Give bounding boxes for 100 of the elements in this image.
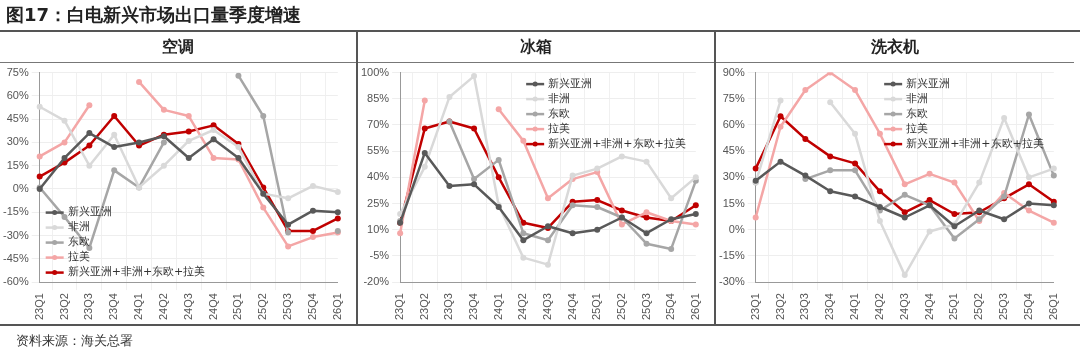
point xyxy=(334,209,341,216)
x-tick-label: 25Q4 xyxy=(664,293,677,321)
point xyxy=(1025,200,1032,207)
point xyxy=(260,204,267,211)
point xyxy=(309,207,316,214)
point xyxy=(976,179,983,186)
point xyxy=(852,167,859,174)
y-tick-label: 60% xyxy=(722,118,745,130)
x-tick-label: 25Q3 xyxy=(997,293,1010,321)
legend-label: 非洲 xyxy=(548,91,571,105)
point xyxy=(802,87,809,94)
point xyxy=(618,221,625,228)
point xyxy=(618,153,625,160)
point xyxy=(802,135,809,142)
point xyxy=(86,142,93,149)
point xyxy=(827,188,834,195)
legend-label: 新兴亚洲 xyxy=(548,76,593,90)
point xyxy=(802,172,809,179)
x-tick-label: 24Q3 xyxy=(181,293,194,321)
y-tick-label: 100% xyxy=(360,65,390,78)
x-tick-label: 24Q4 xyxy=(565,293,578,321)
x-tick-label: 24Q2 xyxy=(156,293,169,321)
legend-label: 非洲 xyxy=(67,220,90,234)
point xyxy=(852,130,859,137)
point xyxy=(901,181,908,188)
point xyxy=(643,158,650,165)
y-tick-label: 85% xyxy=(367,91,390,104)
y-tick-label: 40% xyxy=(367,170,390,183)
point xyxy=(1050,202,1057,209)
point xyxy=(544,237,551,244)
x-tick-label: 25Q1 xyxy=(947,293,960,321)
y-tick-label: -45% xyxy=(2,251,29,264)
x-tick-label: 24Q1 xyxy=(491,293,504,321)
y-tick-label: 15% xyxy=(6,158,29,171)
y-tick-label: 90% xyxy=(722,65,745,78)
point xyxy=(692,202,699,209)
x-tick-label: 23Q2 xyxy=(57,293,70,321)
x-tick-label: 23Q1 xyxy=(748,293,761,321)
point xyxy=(61,213,68,220)
point xyxy=(1025,111,1032,118)
chart-title: 空调 xyxy=(0,32,356,63)
point xyxy=(594,226,601,233)
y-tick-label: 75% xyxy=(6,65,29,78)
legend-label: 新兴亚洲 xyxy=(67,205,112,219)
y-tick-label: -5% xyxy=(369,248,390,261)
point xyxy=(926,170,933,177)
x-tick-label: 24Q2 xyxy=(516,293,529,321)
point xyxy=(61,117,68,124)
point xyxy=(495,156,502,163)
point xyxy=(594,204,601,211)
point xyxy=(185,113,192,120)
x-tick-label: 23Q1 xyxy=(393,293,406,321)
x-tick-label: 23Q2 xyxy=(773,293,786,321)
point xyxy=(235,72,242,79)
x-tick-label: 25Q4 xyxy=(305,293,318,321)
point xyxy=(260,113,267,120)
point xyxy=(1050,219,1057,226)
x-tick-label: 25Q3 xyxy=(281,293,294,321)
y-tick-label: -30% xyxy=(2,228,29,241)
x-tick-label: 23Q2 xyxy=(417,293,430,321)
point xyxy=(951,211,958,218)
legend-label: 新兴亚洲+非洲+东欧+拉美 xyxy=(67,265,206,279)
point xyxy=(86,162,93,169)
point xyxy=(421,125,428,132)
point xyxy=(827,167,834,174)
point xyxy=(544,261,551,268)
point xyxy=(951,235,958,242)
point xyxy=(852,87,859,94)
point xyxy=(210,136,217,143)
x-tick-label: 24Q4 xyxy=(922,293,935,321)
y-tick-label: 30% xyxy=(722,170,745,183)
y-tick-label: 15% xyxy=(722,196,745,209)
y-tick-label: 55% xyxy=(367,144,390,157)
x-tick-label: 24Q1 xyxy=(848,293,861,321)
point xyxy=(569,172,576,179)
point xyxy=(752,214,759,221)
point xyxy=(210,154,217,161)
x-tick-label: 24Q4 xyxy=(206,293,219,321)
point xyxy=(111,113,118,120)
y-tick-label: 0% xyxy=(728,222,745,235)
point xyxy=(520,230,527,237)
point xyxy=(643,240,650,247)
x-tick-label: 23Q1 xyxy=(32,293,45,321)
legend-label: 拉美 xyxy=(67,250,90,264)
x-tick-label: 25Q1 xyxy=(590,293,603,321)
x-tick-label: 24Q3 xyxy=(897,293,910,321)
x-tick-label: 25Q3 xyxy=(639,293,652,321)
y-tick-label: 30% xyxy=(6,135,29,148)
point xyxy=(1025,181,1032,188)
caption: 图17：白电新兴市场出口量季度增速 xyxy=(0,0,1080,32)
point xyxy=(777,97,784,104)
point xyxy=(111,167,118,174)
point xyxy=(309,182,316,189)
x-tick-label: 23Q4 xyxy=(107,293,120,321)
point xyxy=(618,207,625,214)
y-tick-label: 70% xyxy=(367,118,390,130)
point xyxy=(446,94,453,101)
point xyxy=(901,272,908,279)
point xyxy=(569,230,576,237)
point xyxy=(1050,165,1057,172)
